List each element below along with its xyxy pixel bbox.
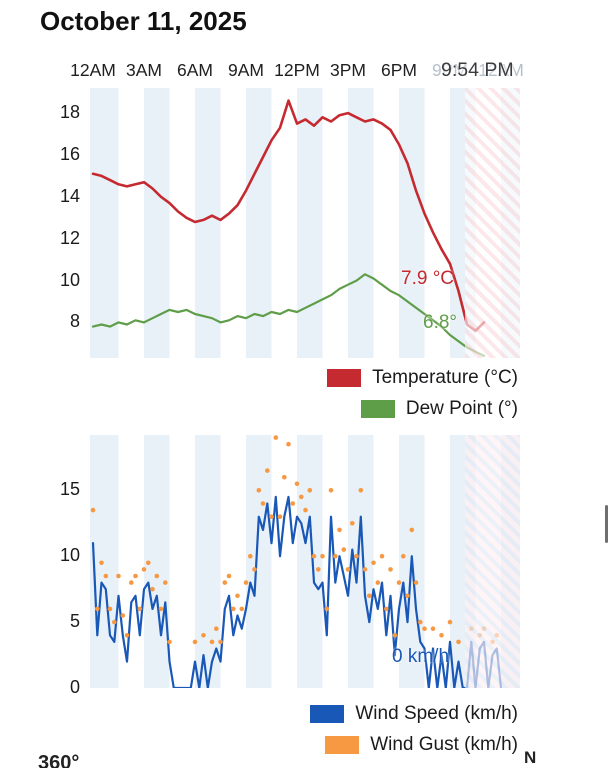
wind-speed-swatch [310,705,345,723]
wind-plot-area[interactable] [90,435,520,688]
legend-item-wind-gust: Wind Gust (km/h) [325,734,518,756]
compass-north-label: N [524,748,537,767]
scrollbar-thumb[interactable] [605,505,608,543]
legend-item-wind-speed: Wind Speed (km/h) [310,703,518,725]
current-temperature-value: 7.9 °C [401,268,455,289]
temperature-legend: Temperature (°C) Dew Point (°) [327,367,518,420]
wind-lines [90,435,503,688]
temperature-forecast-region [465,88,520,358]
page-title: October 11, 2025 [40,6,247,36]
time-axis: 12AM 3AM 6AM 9AM 12PM 3PM 6PM 9PM 12AM [0,60,610,84]
wind-chart: 0 5 10 15 [0,435,610,697]
x-axis-label: 3AM [126,60,162,80]
legend-item-dew-point: Dew Point (°) [360,398,518,420]
x-axis-label: 12AM [70,60,116,80]
x-axis-label: 9PM [432,60,468,80]
x-axis-label: 12AM [478,60,524,80]
current-dew-point-value: 6.8° [423,312,458,333]
y-tick-label: 16 [59,143,80,164]
y-tick-label: 0 [69,677,80,697]
wind-gust-swatch [325,736,360,754]
x-axis-label: 12PM [274,60,320,80]
wind-direction-axis-label: 360° [38,752,80,768]
current-wind-speed-value: 0 km/h [392,646,450,667]
temperature-plot-area[interactable] [90,88,520,358]
y-tick-label: 10 [59,269,80,290]
legend-item-temperature: Temperature (°C) [327,367,518,389]
wind-forecast-region [465,435,520,688]
y-tick-label: 18 [59,102,80,123]
x-axis-label: 6PM [381,60,417,80]
current-time-tooltip: 9:54 PM [441,59,514,81]
y-tick-label: 12 [59,227,80,248]
wind-gust-legend-label: Wind Gust (km/h) [370,734,518,755]
temperature-swatch [327,369,362,387]
wind-speed-legend-label: Wind Speed (km/h) [355,703,518,724]
temperature-legend-label: Temperature (°C) [372,367,518,388]
dew-point-legend-label: Dew Point (°) [405,398,518,419]
y-tick-label: 15 [59,479,80,500]
dew-point-swatch [360,400,395,418]
temperature-chart: 8 10 12 14 16 18 [0,88,610,358]
y-tick-label: 10 [59,545,80,566]
y-tick-label: 14 [59,185,80,206]
wind-legend: Wind Speed (km/h) Wind Gust (km/h) [310,703,518,756]
x-axis-label: 9AM [228,60,264,80]
y-tick-label: 8 [69,311,80,332]
temperature-lines [91,99,486,357]
y-tick-label: 5 [69,611,80,632]
x-axis-label: 3PM [330,60,366,80]
x-axis-label: 6AM [177,60,213,80]
